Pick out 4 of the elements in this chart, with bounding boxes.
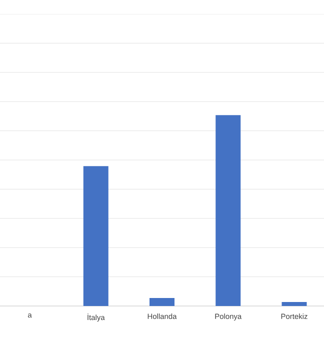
bar xyxy=(150,298,174,306)
bar xyxy=(216,115,241,306)
bar xyxy=(282,302,307,306)
bar xyxy=(83,166,108,306)
